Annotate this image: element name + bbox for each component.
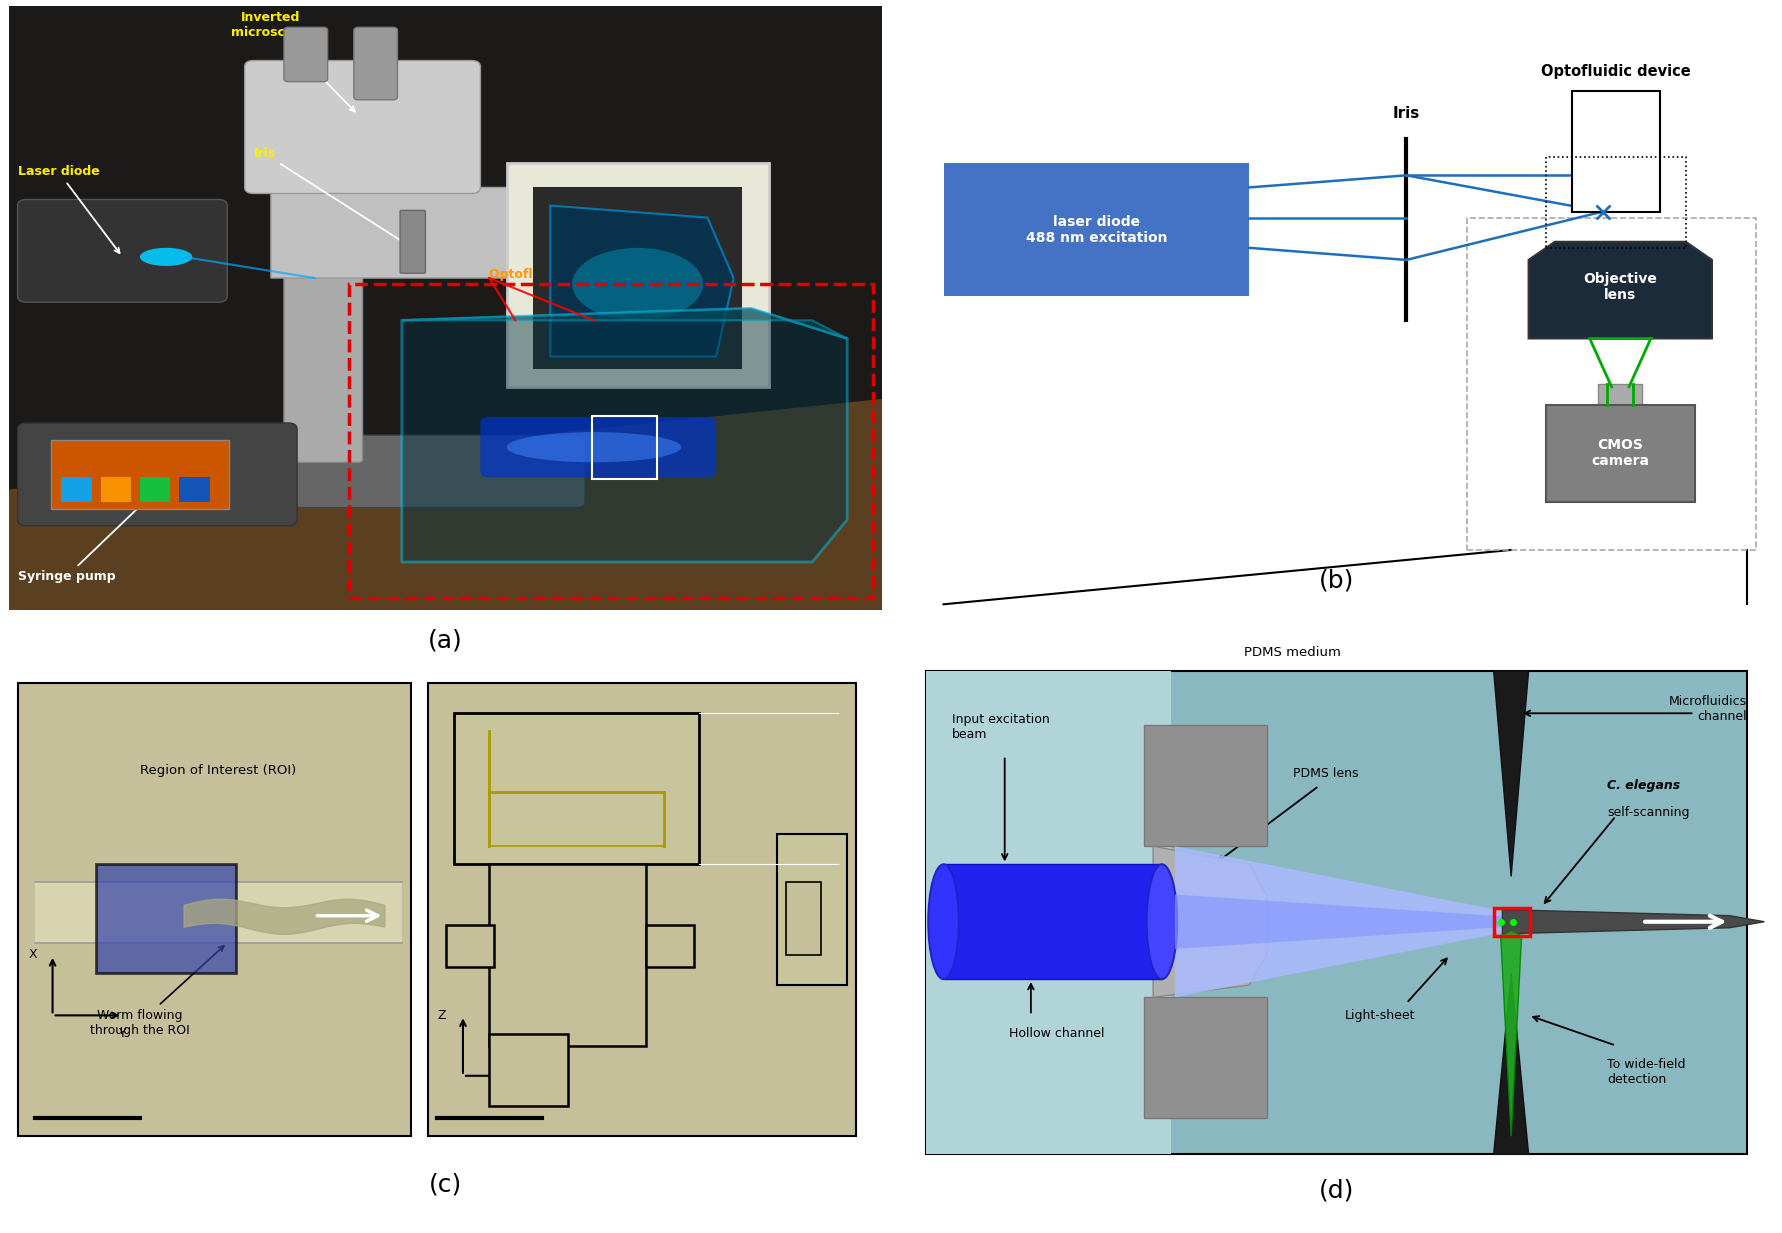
Bar (786, 883, 822, 954)
Polygon shape (1500, 931, 1522, 1137)
Text: Inverted
microscope: Inverted microscope (232, 11, 355, 111)
Text: C. elegans: C. elegans (1607, 779, 1680, 793)
Text: Syringe pump: Syringe pump (18, 493, 153, 583)
Text: To wide-field
detection: To wide-field detection (1607, 1058, 1686, 1086)
FancyBboxPatch shape (533, 187, 743, 369)
Ellipse shape (928, 864, 959, 979)
Bar (36, 883, 403, 943)
Bar (141, 477, 171, 502)
Text: X: X (29, 948, 37, 962)
Ellipse shape (1146, 864, 1178, 979)
FancyBboxPatch shape (506, 163, 768, 387)
FancyBboxPatch shape (481, 417, 716, 477)
Text: Optofluidic device: Optofluidic device (490, 268, 659, 337)
FancyBboxPatch shape (18, 200, 228, 302)
Bar (490, 1033, 568, 1106)
Text: (a): (a) (428, 629, 463, 652)
Polygon shape (1153, 846, 1267, 997)
Text: Y: Y (119, 1027, 127, 1041)
Text: Iris: Iris (1394, 106, 1420, 121)
Text: PDMS medium: PDMS medium (1244, 646, 1342, 660)
Polygon shape (9, 399, 882, 610)
Bar (1598, 383, 1643, 404)
Text: Iris: Iris (253, 147, 408, 245)
Bar (927, 671, 1171, 1154)
Bar (1572, 91, 1659, 212)
Polygon shape (1174, 894, 1511, 949)
Text: (c): (c) (429, 1173, 462, 1196)
Polygon shape (403, 308, 846, 562)
Text: PDMS lens: PDMS lens (1294, 767, 1358, 780)
Bar (944, 864, 1162, 979)
Bar (96, 864, 235, 973)
Bar (428, 683, 855, 1137)
Text: Laser diode: Laser diode (18, 165, 119, 253)
FancyBboxPatch shape (283, 125, 362, 462)
Text: Optofluidic device: Optofluidic device (1541, 64, 1691, 79)
Bar (777, 834, 846, 985)
Ellipse shape (506, 432, 681, 462)
Bar (1547, 157, 1686, 248)
Text: (d): (d) (1319, 1179, 1354, 1202)
Polygon shape (1493, 671, 1529, 877)
Text: Microfluidics
channel: Microfluidics channel (1668, 695, 1746, 724)
Text: Z: Z (437, 1009, 446, 1022)
Text: Light-sheet: Light-sheet (1345, 1009, 1415, 1022)
FancyBboxPatch shape (355, 27, 397, 100)
Text: self-scanning: self-scanning (1607, 806, 1689, 820)
Bar (647, 925, 695, 967)
Bar (100, 477, 132, 502)
Bar (944, 163, 1249, 296)
Polygon shape (1174, 846, 1511, 997)
Bar (18, 683, 410, 1137)
Bar (1468, 217, 1755, 550)
FancyBboxPatch shape (132, 435, 584, 508)
FancyBboxPatch shape (283, 27, 328, 81)
Polygon shape (403, 308, 846, 338)
Polygon shape (551, 206, 734, 356)
FancyBboxPatch shape (18, 423, 298, 525)
Polygon shape (1493, 973, 1529, 1154)
Bar (1144, 725, 1267, 846)
Bar (1493, 907, 1531, 936)
Text: Y: Y (547, 1088, 554, 1101)
Polygon shape (1529, 242, 1713, 338)
FancyBboxPatch shape (52, 440, 228, 509)
Text: Worm flowing
through the ROI: Worm flowing through the ROI (91, 946, 225, 1037)
FancyBboxPatch shape (9, 6, 882, 610)
Bar (927, 671, 1746, 1154)
FancyBboxPatch shape (244, 60, 481, 194)
Polygon shape (271, 187, 577, 279)
Bar (180, 477, 210, 502)
Text: CMOS
camera: CMOS camera (1591, 438, 1650, 469)
Text: Objective
lens: Objective lens (1584, 272, 1657, 302)
Text: (b): (b) (1319, 568, 1354, 592)
Bar (454, 713, 699, 864)
Ellipse shape (141, 248, 192, 266)
Text: laser diode
488 nm excitation: laser diode 488 nm excitation (1026, 215, 1167, 245)
Polygon shape (1502, 910, 1764, 933)
Bar (61, 477, 93, 502)
Text: Region of Interest (ROI): Region of Interest (ROI) (141, 763, 296, 777)
FancyBboxPatch shape (401, 211, 426, 274)
Bar (1144, 997, 1267, 1118)
Text: Hollow channel: Hollow channel (1009, 1027, 1105, 1039)
Bar (1547, 404, 1695, 502)
Text: Input excitation
beam: Input excitation beam (952, 713, 1050, 741)
Ellipse shape (572, 248, 704, 321)
Bar (490, 864, 647, 1046)
Bar (446, 925, 494, 967)
